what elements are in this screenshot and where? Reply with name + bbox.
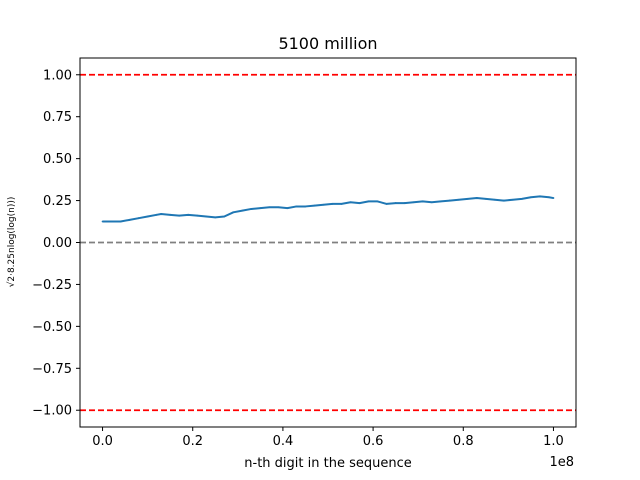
y-tick-label: 0.75 <box>43 110 72 125</box>
y-tick-label: −0.25 <box>32 278 72 293</box>
data-point <box>223 215 226 218</box>
y-tick-label: −0.75 <box>32 362 72 377</box>
y-axis-label: √2·8.25nlog(log(n))) <box>6 197 17 288</box>
data-point <box>205 215 208 218</box>
data-point <box>530 196 532 199</box>
data-point <box>385 203 388 205</box>
x-axis-ticks: 0.0 0.2 0.4 0.6 0.8 1.0 <box>92 427 564 449</box>
data-point <box>439 200 442 203</box>
data-point <box>259 207 262 210</box>
data-point <box>146 215 149 218</box>
data-point <box>548 196 550 199</box>
y-axis-ticks: −1.00 −0.75 −0.50 −0.25 0.00 0.25 0.50 0.75 1.00 <box>32 68 80 419</box>
data-point <box>457 198 460 201</box>
reference-lines <box>80 73 576 412</box>
y-tick-label: 0.50 <box>43 152 72 167</box>
data-point <box>241 209 244 212</box>
data-point <box>376 200 379 203</box>
data-point <box>137 217 140 220</box>
x-axis-label: n-th digit in the sequence <box>244 456 411 471</box>
data-point <box>340 203 343 205</box>
data-point <box>295 205 298 208</box>
x-tick-label: 1.0 <box>543 434 564 449</box>
data-point <box>155 213 158 216</box>
data-point <box>160 213 163 215</box>
data-point <box>313 204 316 207</box>
data-point <box>502 199 505 202</box>
y-tick-label: 0.25 <box>43 194 72 209</box>
data-point <box>511 198 514 201</box>
series-line-0 <box>102 195 554 223</box>
x-tick-label: 0.8 <box>453 434 474 449</box>
data-point <box>196 214 199 217</box>
data-point <box>358 202 361 204</box>
data-point <box>539 195 541 198</box>
data-point <box>277 206 280 209</box>
data-point <box>187 213 190 216</box>
x-axis-offset-text: 1e8 <box>549 455 574 470</box>
data-point <box>331 203 334 205</box>
data-point <box>421 200 424 203</box>
data-point <box>322 203 325 206</box>
data-point <box>466 197 469 200</box>
chart-title: 5100 million <box>278 34 377 53</box>
data-point <box>169 213 172 216</box>
data-point <box>286 207 289 210</box>
x-tick-label: 0.0 <box>92 434 113 449</box>
data-point <box>520 197 523 200</box>
data-point <box>448 199 451 202</box>
data-point <box>178 214 181 217</box>
data-point <box>493 198 496 201</box>
y-tick-label: 1.00 <box>43 68 72 83</box>
data-point <box>430 201 433 204</box>
data-point <box>250 208 253 210</box>
data-point <box>484 197 487 200</box>
data-point <box>268 206 271 209</box>
data-point <box>110 220 113 223</box>
data-point <box>403 202 406 204</box>
data-point <box>304 205 307 208</box>
data-point <box>367 200 370 203</box>
y-tick-label: −0.50 <box>32 320 72 335</box>
data-point <box>101 220 104 223</box>
x-tick-label: 0.6 <box>363 434 384 449</box>
data-series <box>101 195 555 223</box>
x-tick-label: 0.4 <box>273 434 294 449</box>
data-point <box>119 220 122 223</box>
y-tick-label: 0.00 <box>43 236 72 251</box>
data-point <box>232 211 235 214</box>
x-tick-label: 0.2 <box>182 434 203 449</box>
data-point <box>349 201 352 204</box>
data-point <box>214 216 217 219</box>
y-tick-label: −1.00 <box>32 404 72 419</box>
data-point <box>552 197 555 199</box>
data-point <box>394 202 397 204</box>
data-point <box>412 201 415 204</box>
data-point <box>475 197 478 199</box>
data-point <box>128 218 131 221</box>
